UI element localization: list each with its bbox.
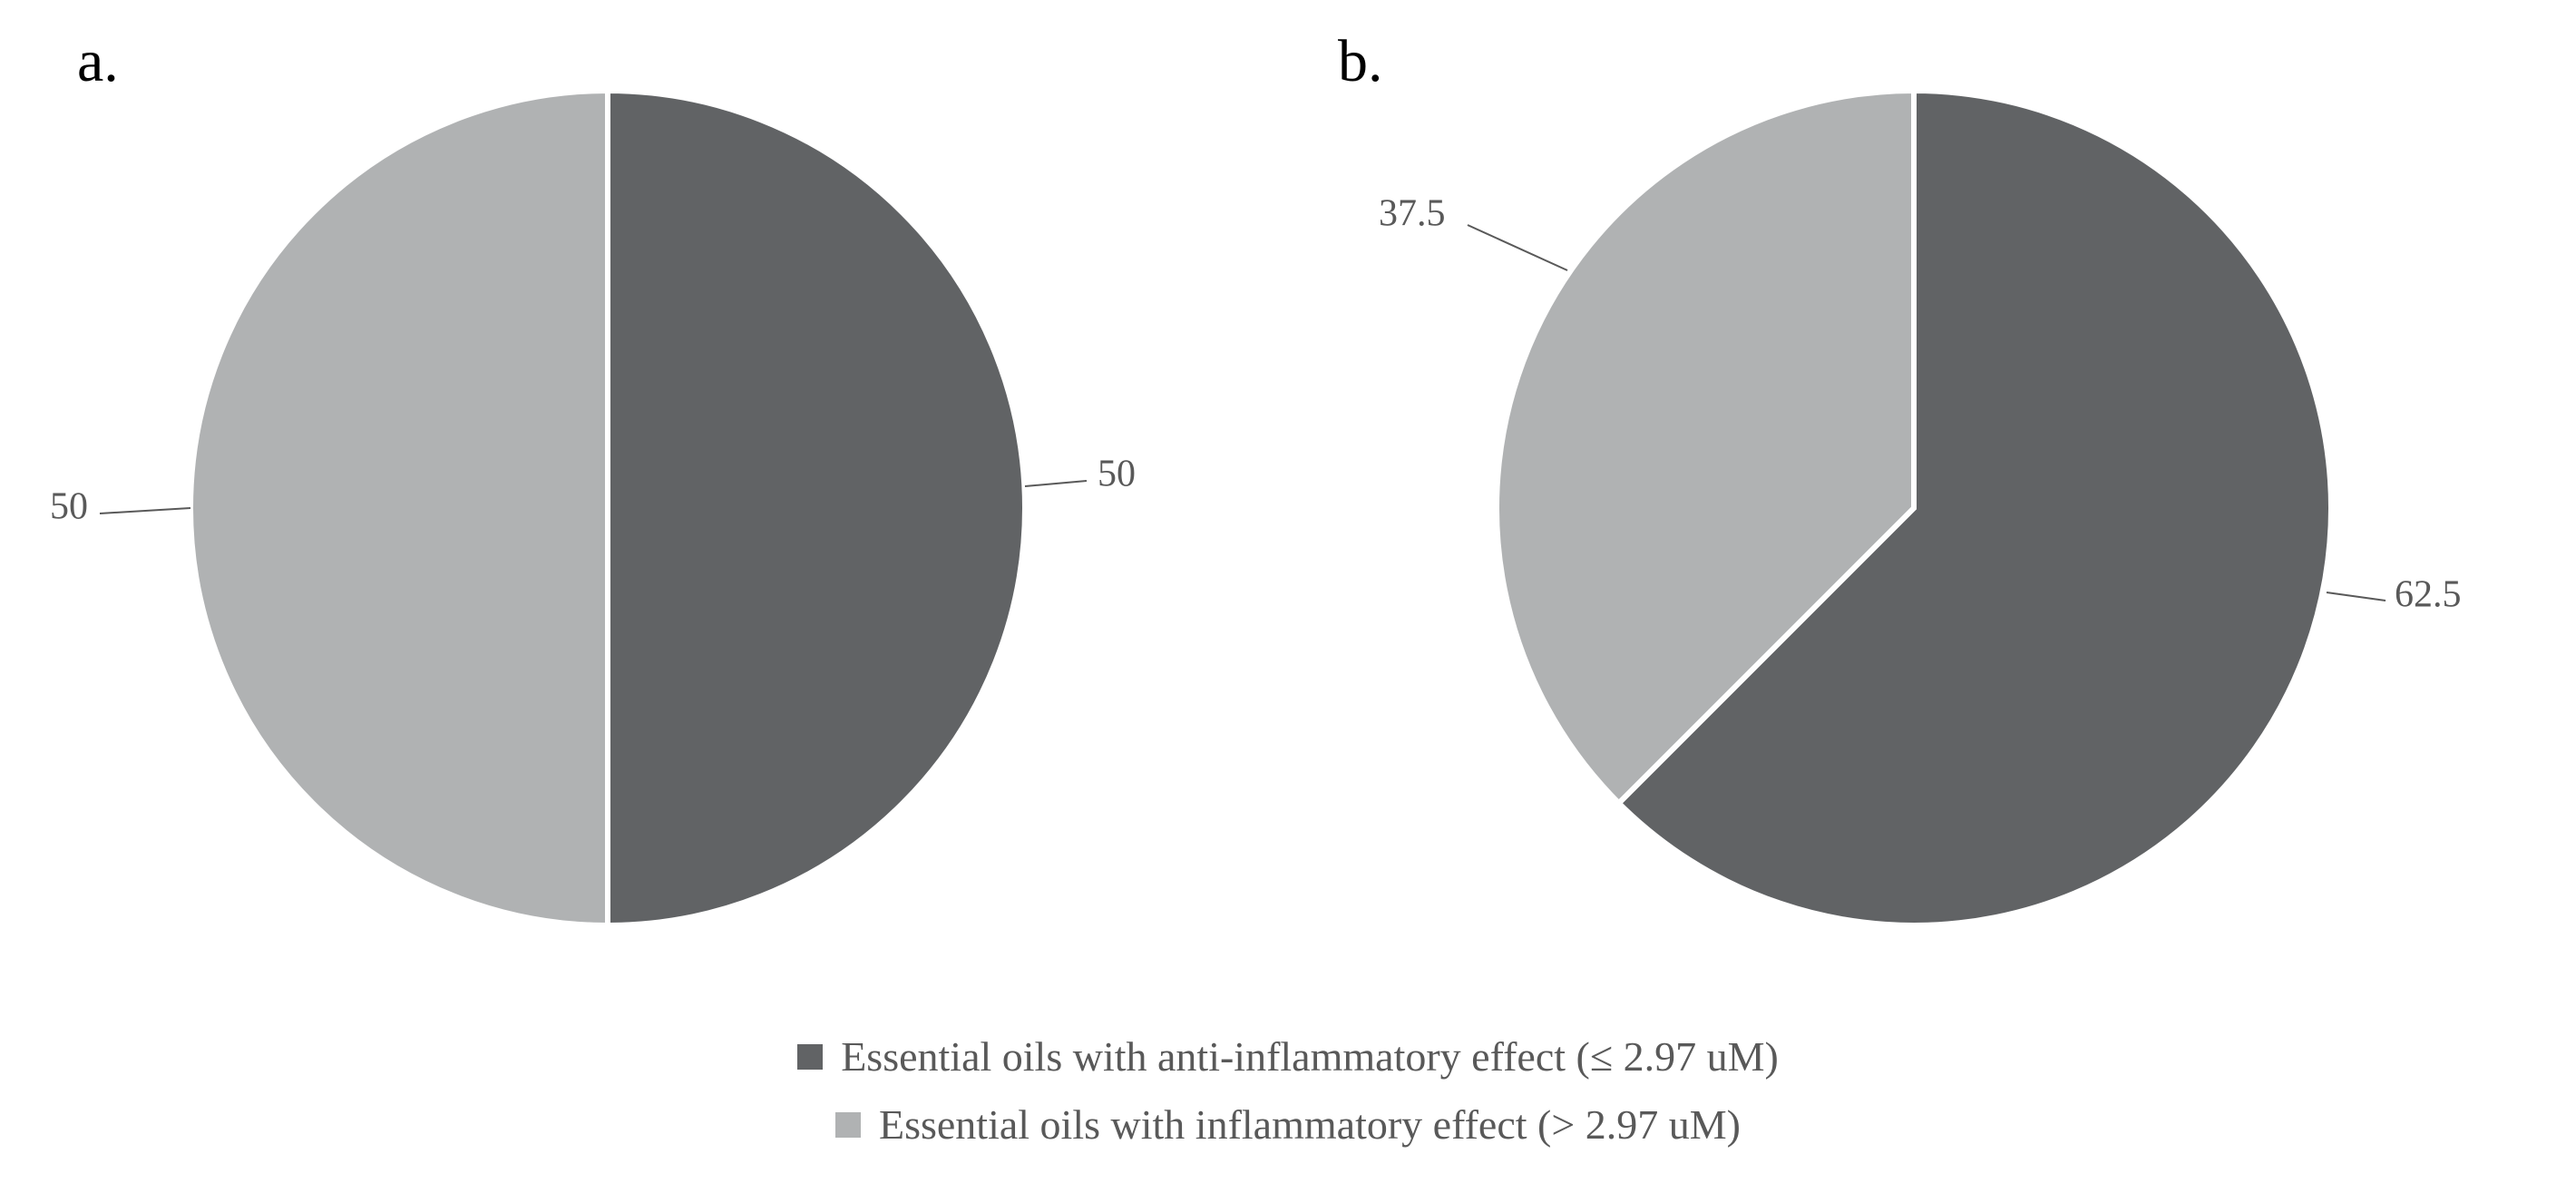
- legend-text-1: Essential oils with inflammatory effect …: [879, 1100, 1741, 1149]
- legend-swatch-light: [835, 1112, 861, 1138]
- pie-b: 62.5 37.5: [0, 0, 2576, 1193]
- legend: Essential oils with anti-inflammatory ef…: [0, 1032, 2576, 1169]
- leader-b-label-37-5: [1468, 225, 1567, 270]
- legend-swatch-dark: [797, 1044, 823, 1070]
- leader-b-label-62-5: [2327, 592, 2386, 601]
- figure-root: a. 5050 b. 62.537.5 Essential oils with …: [0, 0, 2576, 1193]
- legend-row-1: Essential oils with inflammatory effect …: [0, 1100, 2576, 1149]
- slice-label-b-label-37-5: 37.5: [1379, 193, 1446, 235]
- slice-label-b-label-62-5: 62.5: [2395, 574, 2462, 616]
- legend-text-0: Essential oils with anti-inflammatory ef…: [841, 1032, 1779, 1081]
- legend-row-0: Essential oils with anti-inflammatory ef…: [0, 1032, 2576, 1081]
